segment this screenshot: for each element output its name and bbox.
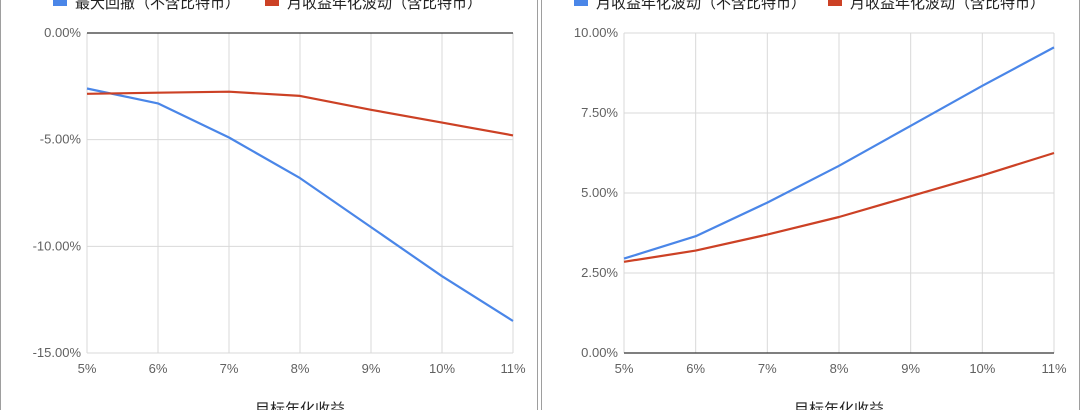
y-tick-label: 7.50%	[581, 105, 618, 120]
legend-label-2: 月收益年化波动（含比特币）	[850, 0, 1045, 12]
x-tick-label: 7%	[758, 361, 777, 376]
legend-label-1: 月收益年化波动（不含比特币）	[596, 0, 806, 12]
x-tick-label: 9%	[362, 361, 381, 376]
x-tick-label: 8%	[830, 361, 849, 376]
legend-swatch-1	[53, 0, 67, 6]
y-tick-label: 2.50%	[581, 265, 618, 280]
line-chart-max-drawdown: 0.00% -5.00% -10.00% -15.00%5% 6% 7% 8% 9% 10% 11…	[33, 0, 526, 410]
x-tick-label: 11%	[500, 361, 525, 376]
legend-swatch-2	[828, 0, 842, 6]
x-tick-label: 6%	[686, 361, 705, 376]
y-tick-label: 5.00%	[581, 185, 618, 200]
x-tick-label: 6%	[149, 361, 168, 376]
x-tick-label: 10%	[969, 361, 995, 376]
x-tick-label: 9%	[901, 361, 920, 376]
y-tick-label: -15.00%	[33, 345, 82, 360]
chart-panel-left: 0.00% -5.00% -10.00% -15.00% 5% 6% 7% 8% 9% 10% 11…	[0, 0, 538, 410]
y-tick-label: 0.00%	[44, 25, 81, 40]
y-tick-label: -10.00%	[33, 238, 82, 253]
legend-label-1: 最大回撤（不含比特币）	[75, 0, 240, 12]
x-tick-label: 10%	[429, 361, 455, 376]
legend-swatch-1	[574, 0, 588, 6]
y-tick-label: 0.00%	[581, 345, 618, 360]
x-axis-title: 目标年化收益	[255, 401, 345, 410]
x-tick-label: 7%	[220, 361, 239, 376]
legend-swatch-2	[265, 0, 279, 6]
y-tick-label: 10.00%	[574, 25, 619, 40]
x-tick-label: 8%	[291, 361, 310, 376]
x-tick-label: 5%	[78, 361, 97, 376]
y-tick-label: -5.00%	[40, 132, 82, 147]
x-axis-title: 目标年化收益	[794, 401, 884, 410]
legend-label-2: 月收益年化波动（含比特币）	[287, 0, 482, 12]
x-tick-label: 11%	[1041, 361, 1066, 376]
line-chart-volatility: 10.00% 7.50% 5.00% 2.50% 0.00%5% 6% 7% 8% 9% 10% 1…	[574, 0, 1067, 410]
x-tick-label: 5%	[615, 361, 634, 376]
chart-panel-right: 10.00% 7.50% 5.00% 2.50% 0.00% 5% 6% 7% 8% 9% 10% 1…	[541, 0, 1080, 410]
